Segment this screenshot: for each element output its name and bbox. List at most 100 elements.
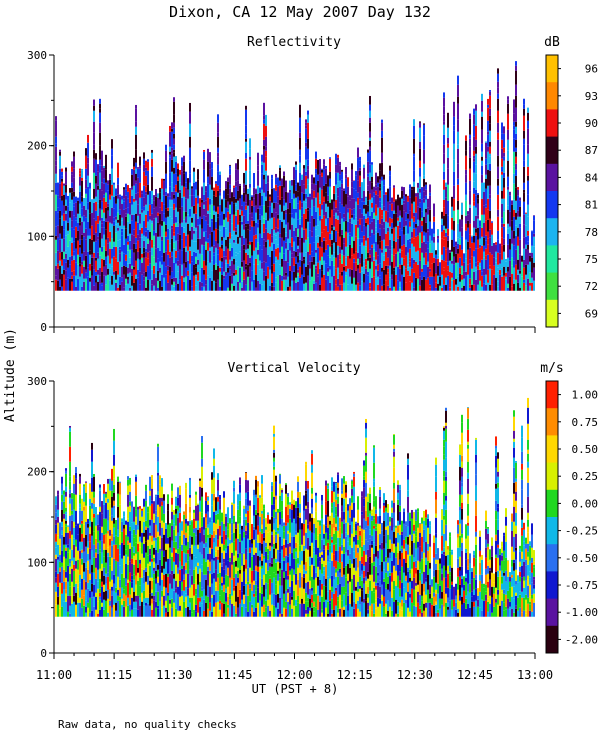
heatmap-cell xyxy=(117,219,119,223)
heatmap-cell xyxy=(105,192,107,202)
heatmap-cell xyxy=(443,92,445,98)
heatmap-cell xyxy=(195,611,197,617)
heatmap-cell xyxy=(69,461,71,477)
heatmap-cell xyxy=(55,558,57,572)
heatmap-cell xyxy=(523,201,525,215)
heatmap-cell xyxy=(405,255,407,269)
heatmap-cell xyxy=(103,167,105,179)
heatmap-cell xyxy=(489,163,491,171)
heatmap-cell xyxy=(143,206,145,211)
heatmap-cell xyxy=(179,610,181,617)
heatmap-cell xyxy=(247,193,249,206)
heatmap-cell xyxy=(57,268,59,281)
heatmap-cell xyxy=(95,210,97,221)
heatmap-cell xyxy=(295,584,297,600)
heatmap-cell xyxy=(261,161,263,165)
heatmap-cell xyxy=(157,193,159,198)
heatmap-cell xyxy=(71,493,73,499)
heatmap-cell xyxy=(273,529,275,537)
heatmap-cell xyxy=(157,270,159,281)
heatmap-cell xyxy=(261,262,263,269)
heatmap-cell xyxy=(431,240,433,253)
heatmap-cell xyxy=(241,235,243,246)
heatmap-cell xyxy=(159,479,161,485)
heatmap-cell xyxy=(287,522,289,531)
heatmap-cell xyxy=(447,112,449,128)
heatmap-cell xyxy=(157,446,159,462)
heatmap-cell xyxy=(389,277,391,288)
heatmap-cell xyxy=(127,267,129,274)
heatmap-cell xyxy=(227,545,229,561)
heatmap-cell xyxy=(389,249,391,266)
heatmap-cell xyxy=(315,158,317,169)
heatmap-cell xyxy=(107,255,109,269)
heatmap-cell xyxy=(447,265,449,271)
heatmap-cell xyxy=(119,600,121,617)
heatmap-cell xyxy=(443,134,445,145)
heatmap-cell xyxy=(297,491,299,498)
heatmap-cell xyxy=(143,506,145,522)
heatmap-cell xyxy=(199,542,201,553)
heatmap-cell xyxy=(89,505,91,521)
heatmap-cell xyxy=(131,204,133,215)
heatmap-cell xyxy=(445,261,447,278)
heatmap-cell xyxy=(433,233,435,237)
heatmap-cell xyxy=(281,560,283,570)
heatmap-cell xyxy=(223,591,225,604)
heatmap-cell xyxy=(77,559,79,570)
heatmap-cell xyxy=(145,231,147,237)
heatmap-cell xyxy=(113,440,115,455)
heatmap-cell xyxy=(277,196,279,204)
heatmap-cell xyxy=(459,244,461,258)
heatmap-cell xyxy=(81,549,83,553)
heatmap-cell xyxy=(291,246,293,254)
heatmap-cell xyxy=(327,206,329,218)
heatmap-cell xyxy=(465,230,467,240)
heatmap-cell xyxy=(483,182,485,192)
heatmap-cell xyxy=(63,518,65,522)
heatmap-cell xyxy=(125,549,127,555)
heatmap-cell xyxy=(73,156,75,169)
heatmap-cell xyxy=(59,198,61,211)
heatmap-cell xyxy=(513,151,515,167)
heatmap-cell xyxy=(151,213,153,221)
heatmap-cell xyxy=(107,478,109,484)
heatmap-cell xyxy=(245,238,247,250)
heatmap-cell xyxy=(429,276,431,285)
heatmap-cell xyxy=(181,581,183,591)
heatmap-cell xyxy=(423,163,425,176)
heatmap-cell xyxy=(533,262,535,268)
heatmap-cell xyxy=(305,193,307,199)
heatmap-cell xyxy=(395,226,397,242)
heatmap-cell xyxy=(287,276,289,287)
heatmap-cell xyxy=(57,556,59,560)
heatmap-cell xyxy=(117,506,119,518)
heatmap-cell xyxy=(285,579,287,591)
heatmap-cell xyxy=(225,552,227,566)
heatmap-cell xyxy=(527,120,529,129)
heatmap-cell xyxy=(167,282,169,291)
heatmap-cell xyxy=(231,522,233,534)
heatmap-cell xyxy=(283,525,285,532)
heatmap-cell xyxy=(309,222,311,231)
heatmap-cell xyxy=(155,583,157,592)
heatmap-cell xyxy=(65,171,67,185)
heatmap-cell xyxy=(329,257,331,266)
heatmap-cell xyxy=(467,227,469,242)
heatmap-cell xyxy=(93,198,95,203)
heatmap-cell xyxy=(77,602,79,617)
heatmap-cell xyxy=(357,282,359,291)
heatmap-cell xyxy=(149,548,151,555)
heatmap-cell xyxy=(205,200,207,217)
heatmap-cell xyxy=(173,510,175,515)
heatmap-cell xyxy=(135,495,137,510)
heatmap-cell xyxy=(283,279,285,291)
heatmap-cell xyxy=(103,584,105,592)
heatmap-cell xyxy=(189,497,191,507)
heatmap-cell xyxy=(171,607,173,617)
heatmap-cell xyxy=(137,240,139,252)
heatmap-cell xyxy=(299,492,301,504)
heatmap-cell xyxy=(135,542,137,554)
heatmap-cell xyxy=(265,183,267,197)
heatmap-cell xyxy=(269,246,271,257)
